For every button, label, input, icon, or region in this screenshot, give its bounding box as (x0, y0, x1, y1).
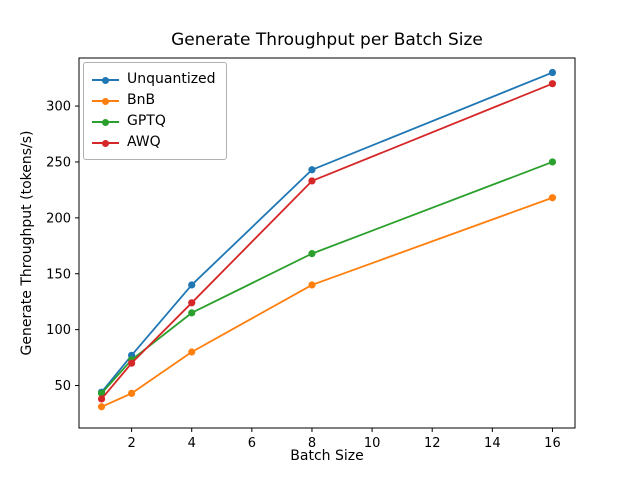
series-marker-awq (548, 80, 557, 88)
series-marker-bnb (128, 389, 136, 397)
series-marker-gptq (308, 250, 316, 258)
x-tick-label: 4 (188, 436, 196, 451)
series-marker-awq (128, 359, 136, 367)
legend-item-unquantized: Unquantized (92, 69, 218, 90)
series-marker-bnb (548, 194, 557, 202)
series-marker-unquantized (188, 281, 196, 289)
legend-line-marker-icon (92, 69, 119, 90)
y-tick-label: 100 (46, 323, 71, 338)
series-marker-awq (97, 395, 106, 403)
series-marker-unquantized (548, 68, 557, 77)
x-tick-label: 10 (364, 436, 381, 451)
y-tick-label: 50 (54, 379, 71, 394)
series-marker-gptq (188, 309, 196, 317)
x-tick-label: 6 (248, 436, 256, 451)
legend-label: GPTQ (127, 113, 166, 129)
series-marker-bnb (308, 281, 316, 289)
y-axis-label: Generate Throughput (tokens/s) (19, 130, 35, 356)
series-marker-gptq (548, 158, 557, 166)
legend-item-bnb: BnB (92, 90, 218, 111)
y-tick-label: 150 (46, 267, 71, 282)
legend-line-marker-icon (92, 132, 119, 153)
series-line-bnb (101, 196, 553, 408)
y-tick-label: 250 (46, 156, 71, 171)
x-tick-label: 8 (308, 436, 316, 451)
series-marker-unquantized (308, 166, 316, 174)
legend-line-marker-icon (92, 90, 119, 111)
legend-item-awq: AWQ (92, 132, 218, 153)
y-tick-label: 300 (46, 100, 71, 115)
series-marker-bnb (188, 348, 196, 356)
legend-line-marker-icon (92, 111, 119, 132)
x-axis-label: Batch Size (290, 448, 364, 464)
series-marker-awq (308, 177, 316, 185)
legend-label: AWQ (127, 134, 161, 150)
x-tick-label: 12 (424, 436, 441, 451)
legend: Unquantized BnB GPTQ AWQ (83, 62, 227, 160)
series-line-gptq (100, 161, 553, 394)
series-marker-gptq (97, 389, 106, 397)
series-marker-awq (188, 299, 196, 307)
legend-label: BnB (127, 92, 156, 108)
legend-item-gptq: GPTQ (92, 111, 218, 132)
x-tick-label: 16 (544, 436, 561, 451)
chart-title: Generate Throughput per Batch Size (171, 30, 483, 50)
plot-border (78, 57, 576, 429)
y-tick-label: 200 (46, 211, 71, 226)
legend-label: Unquantized (127, 71, 216, 87)
x-tick-label: 14 (484, 436, 501, 451)
series-marker-bnb (97, 403, 106, 411)
x-tick-label: 2 (127, 436, 135, 451)
